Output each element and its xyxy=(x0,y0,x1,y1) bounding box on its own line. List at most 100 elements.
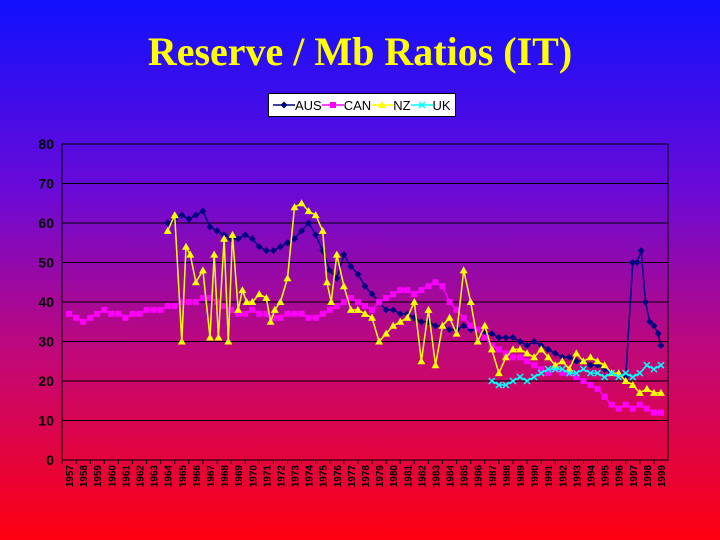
legend-swatch-aus xyxy=(273,101,295,109)
data-point-nz xyxy=(327,298,336,305)
data-point-aus xyxy=(523,341,531,349)
series-can xyxy=(66,279,664,416)
data-point-nz xyxy=(593,357,602,365)
data-point-can xyxy=(657,409,664,416)
data-point-can xyxy=(256,310,263,317)
data-point-nz xyxy=(234,305,243,313)
data-point-nz xyxy=(375,337,384,345)
data-point-nz xyxy=(431,361,440,369)
data-point-can xyxy=(108,310,115,317)
data-point-nz xyxy=(417,357,426,365)
data-point-can xyxy=(559,370,566,377)
data-point-aus xyxy=(431,322,439,330)
x-tick-label: 1990 xyxy=(530,465,541,488)
data-point-can xyxy=(608,401,615,408)
data-point-aus xyxy=(654,330,662,338)
data-point-aus xyxy=(417,318,425,326)
data-point-nz xyxy=(205,333,214,341)
data-point-can xyxy=(249,306,256,313)
data-point-can xyxy=(545,370,552,377)
data-point-uk xyxy=(565,369,573,377)
data-point-aus xyxy=(347,262,355,270)
data-point-nz xyxy=(452,329,461,337)
data-point-aus xyxy=(530,338,538,345)
data-point-nz xyxy=(544,353,553,361)
y-tick-label: 30 xyxy=(38,334,54,350)
data-point-nz xyxy=(276,298,285,305)
data-point-uk xyxy=(622,369,630,377)
data-point-uk xyxy=(509,377,517,385)
x-tick-label: 1975 xyxy=(319,465,330,488)
data-point-aus xyxy=(586,361,594,369)
y-tick-label: 20 xyxy=(38,373,54,389)
x-tick-label: 1971 xyxy=(262,465,273,488)
data-point-aus xyxy=(305,219,313,227)
x-tick-label: 1991 xyxy=(544,465,555,488)
chart-legend: AUS CAN NZ UK xyxy=(268,93,456,117)
x-tick-label: 1968 xyxy=(220,465,231,488)
data-point-can xyxy=(157,306,164,313)
data-point-nz xyxy=(170,211,179,219)
data-point-can xyxy=(122,314,129,321)
data-point-nz xyxy=(628,380,637,388)
x-tick-label: 1998 xyxy=(643,465,654,488)
data-point-uk xyxy=(502,381,510,389)
data-point-nz xyxy=(290,203,299,211)
data-point-aus xyxy=(650,322,658,330)
data-point-nz xyxy=(270,305,279,313)
data-point-can xyxy=(101,306,108,313)
data-point-nz xyxy=(297,199,306,207)
data-point-uk xyxy=(523,377,531,385)
data-point-can xyxy=(446,299,453,305)
data-point-aus xyxy=(446,326,454,334)
data-point-aus xyxy=(509,334,517,342)
data-point-can xyxy=(601,393,608,400)
data-point-can xyxy=(390,291,397,298)
data-point-can xyxy=(369,306,376,313)
data-point-can xyxy=(587,381,594,388)
data-point-can xyxy=(531,362,538,369)
data-point-can xyxy=(235,310,242,317)
data-point-nz xyxy=(600,361,609,369)
data-point-nz xyxy=(572,349,581,357)
data-point-can xyxy=(432,279,439,286)
series-aus xyxy=(164,207,665,381)
data-point-nz xyxy=(214,333,223,341)
data-point-uk xyxy=(657,361,665,369)
data-point-can xyxy=(481,334,488,341)
data-point-can xyxy=(411,291,418,298)
y-tick-label: 50 xyxy=(38,255,54,271)
data-point-can xyxy=(509,354,516,361)
data-point-can xyxy=(643,405,650,412)
data-point-aus xyxy=(333,274,341,282)
data-point-nz xyxy=(558,357,567,365)
legend-marker-uk xyxy=(418,101,426,109)
data-point-aus xyxy=(312,231,320,239)
data-point-nz xyxy=(304,207,313,215)
data-point-aus xyxy=(326,266,334,274)
data-point-nz xyxy=(361,309,369,317)
x-tick-label: 1985 xyxy=(460,465,471,488)
data-point-aus xyxy=(248,235,256,243)
data-point-can xyxy=(94,310,101,317)
data-point-aus xyxy=(234,235,242,243)
x-tick-label: 1988 xyxy=(502,465,513,488)
data-point-can xyxy=(228,306,235,313)
x-tick-label: 1966 xyxy=(192,465,203,488)
x-tick-label: 1979 xyxy=(375,465,386,488)
data-point-can xyxy=(185,299,192,305)
data-point-can xyxy=(242,310,249,317)
data-point-nz xyxy=(537,345,546,353)
data-point-nz xyxy=(332,250,341,258)
x-tick-label: 1972 xyxy=(276,465,287,488)
data-point-uk xyxy=(650,365,658,373)
x-tick-label: 1989 xyxy=(516,465,527,488)
data-point-nz xyxy=(311,211,320,219)
data-point-aus xyxy=(544,345,552,353)
data-point-aus xyxy=(495,334,503,342)
data-point-nz xyxy=(318,226,327,234)
y-tick-label: 0 xyxy=(46,452,54,468)
data-point-can xyxy=(397,287,404,294)
data-point-can xyxy=(580,378,587,384)
data-point-can xyxy=(362,302,368,309)
